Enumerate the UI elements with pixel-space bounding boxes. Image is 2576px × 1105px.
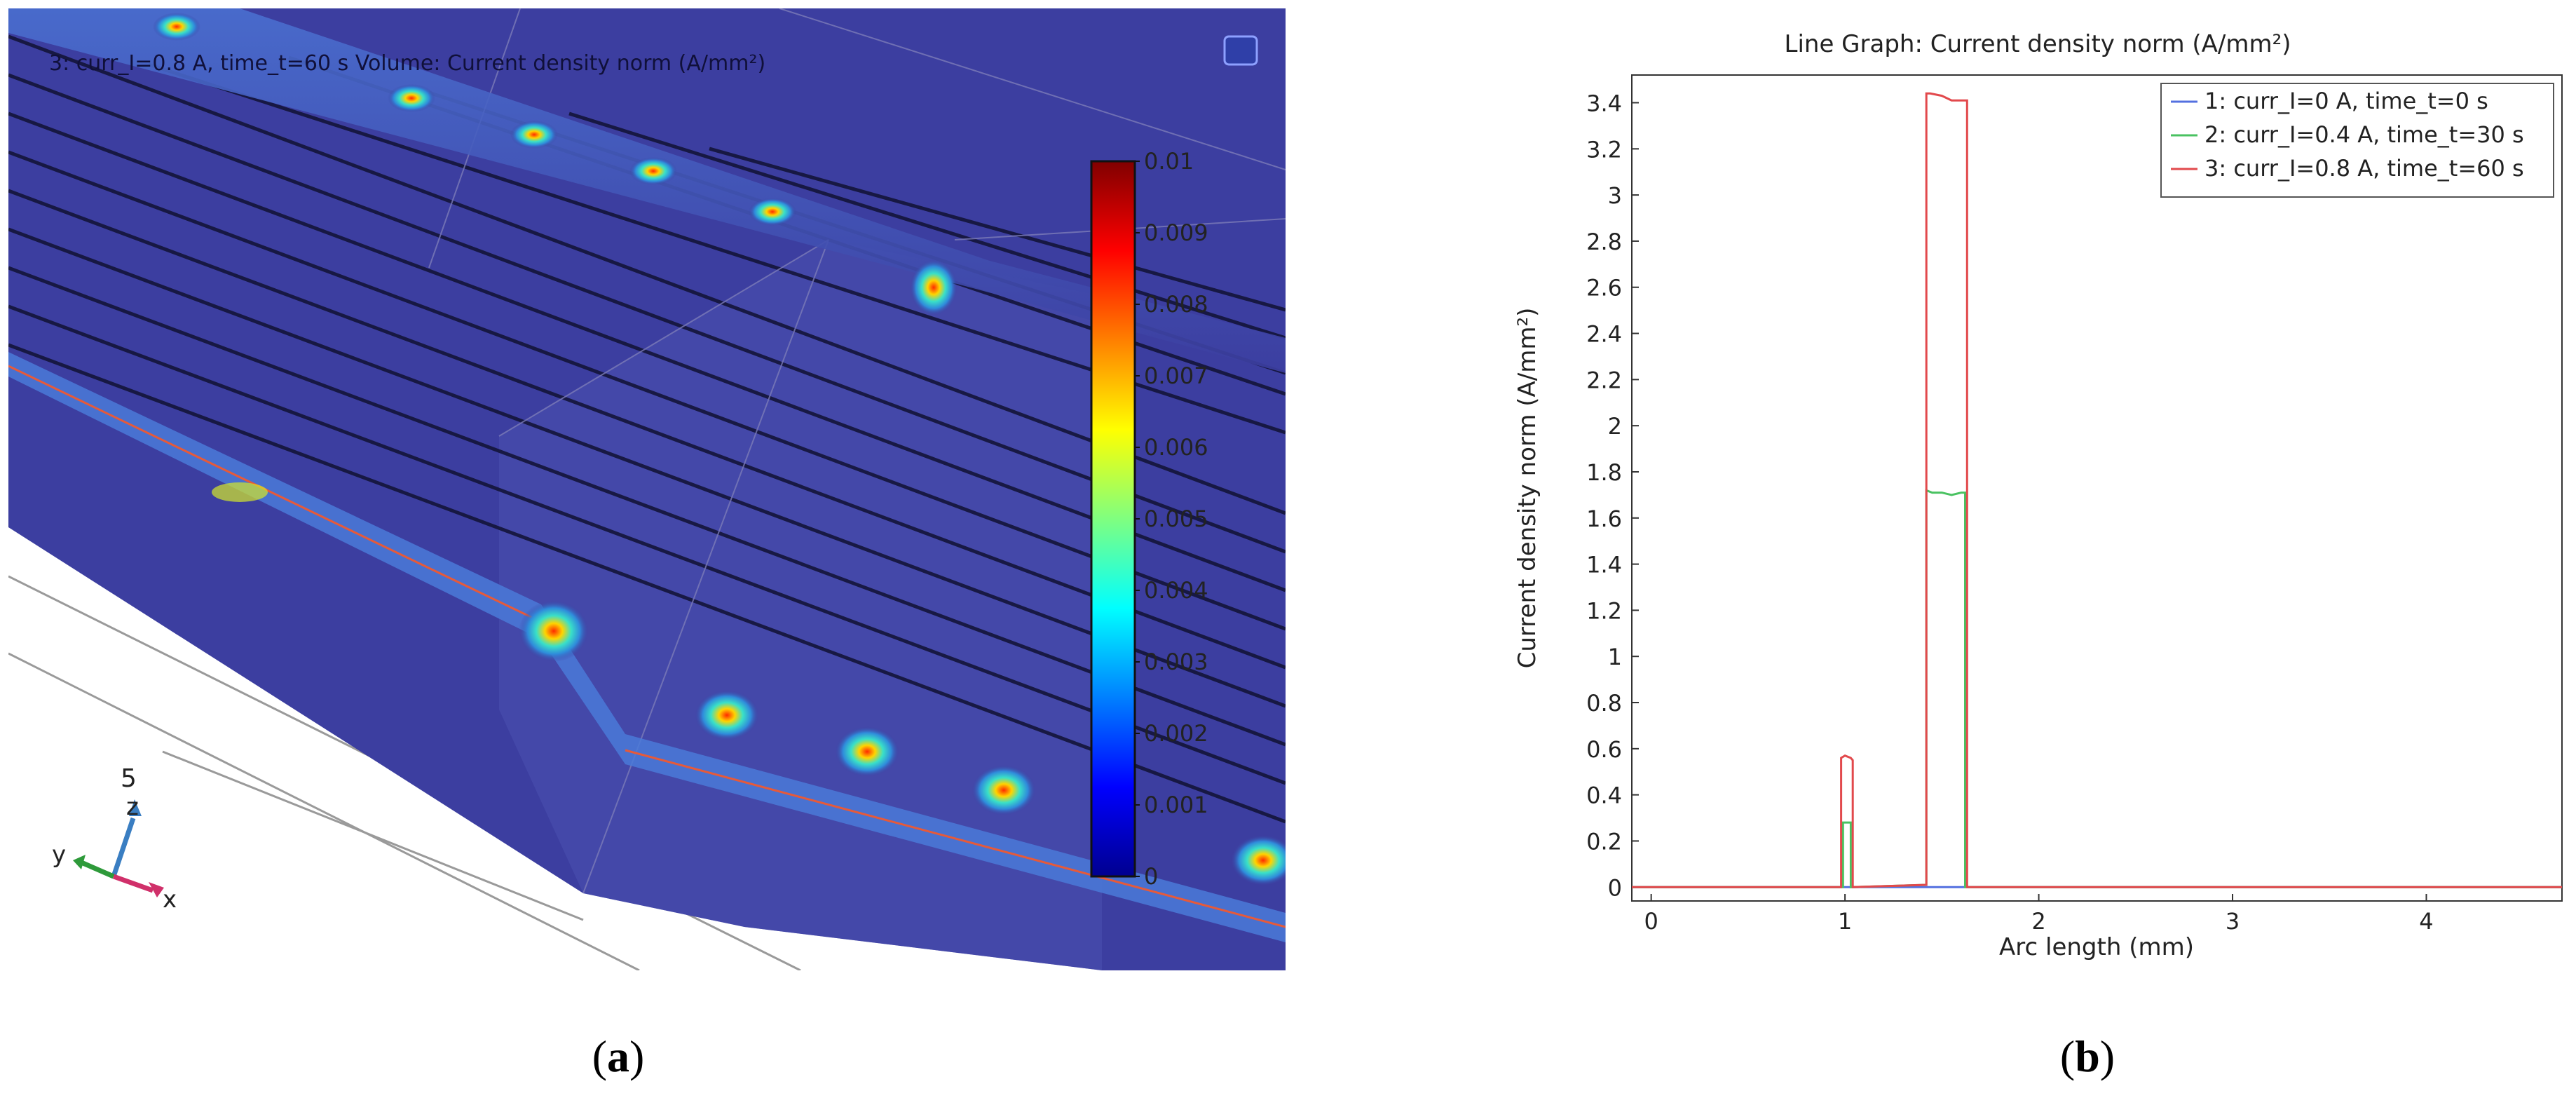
y-axis-label: Current density norm (A/mm²) — [1513, 308, 1541, 669]
x-tick-label: 4 — [2419, 908, 2433, 935]
caption-a: (a) — [592, 1031, 645, 1081]
legend-entry: 3: curr_I=0.8 A, time_t=60 s — [2204, 155, 2524, 182]
y-tick-label: 0 — [1608, 874, 1622, 901]
y-tick-label: 2.6 — [1586, 275, 1622, 301]
triad-x-label: x — [163, 886, 177, 914]
y-tick-label: 2.4 — [1586, 321, 1622, 348]
caption-b: (b) — [2059, 1031, 2115, 1081]
y-tick-label: 0.4 — [1586, 782, 1622, 809]
series-lines — [1632, 92, 2562, 888]
y-tick-label: 3 — [1608, 182, 1622, 209]
caption-a-letter: a — [607, 1031, 629, 1081]
legend: 1: curr_I=0 A, time_t=0 s 2: curr_I=0.4 A… — [2160, 83, 2554, 198]
y-tick-label: 2 — [1608, 413, 1622, 440]
bottom-strip — [8, 352, 1286, 942]
x-tick-label: 0 — [1644, 908, 1658, 935]
line-graph-chart: Line Graph: Current density norm (A/mm²)… — [1507, 8, 2569, 983]
bottom-strip-hotspots — [212, 482, 1286, 886]
y-tick-label: 1 — [1608, 644, 1622, 670]
y-tick-label: 0.2 — [1586, 828, 1622, 855]
colorbar-tick-label: 0.003 — [1144, 649, 1208, 675]
colorbar-tick-label: 0 — [1144, 863, 1158, 890]
x-tick-label: 1 — [1838, 908, 1852, 935]
series-line-3 — [1632, 92, 2562, 888]
simulation-3d-view: 3: curr_I=0.8 A, time_t=60 s Volume: Cur… — [8, 8, 1286, 970]
view-header-text: 3: curr_I=0.8 A, time_t=60 s Volume: Cur… — [49, 51, 765, 76]
y-tick-label: 1.8 — [1586, 459, 1622, 486]
y-tick-label: 0.6 — [1586, 736, 1622, 763]
x-axis-label: Arc length (mm) — [1999, 933, 2194, 961]
simulation-3d-canvas: 3: curr_I=0.8 A, time_t=60 s Volume: Cur… — [8, 8, 1286, 970]
axis-triad: 5 z y x — [52, 764, 177, 914]
x-tick-label: 3 — [2226, 908, 2240, 935]
caption-b-letter: b — [2075, 1031, 2100, 1081]
chart-title: Line Graph: Current density norm (A/mm²) — [1785, 30, 2291, 58]
triad-z-label: z — [126, 793, 139, 821]
y-tick-label: 2.8 — [1586, 229, 1622, 255]
top-strip-hotspots — [153, 13, 958, 316]
colorbar: 0.01 0.009 0.008 0.007 0.006 0.005 0.004 0.003 0… — [1090, 148, 1208, 890]
y-tick-label: 0.8 — [1586, 690, 1622, 717]
colorbar-tick-label: 0.002 — [1144, 720, 1208, 747]
colorbar-tick-label: 0.008 — [1144, 291, 1208, 318]
x-tick-label: 2 — [2031, 908, 2045, 935]
triad-y-label: y — [52, 841, 66, 869]
colorbar-tick-label: 0.004 — [1144, 577, 1208, 604]
colorbar-tick-label: 0.001 — [1144, 792, 1208, 818]
triad-scale-label: 5 — [121, 764, 137, 793]
colorbar-tick-label: 0.007 — [1144, 362, 1208, 389]
plot-area-frame — [1631, 74, 2563, 902]
legend-box — [2160, 83, 2554, 198]
colorbar-tick-label: 0.005 — [1144, 506, 1208, 532]
legend-entry: 2: curr_I=0.4 A, time_t=30 s — [2204, 121, 2524, 148]
series-line-2 — [1632, 489, 2562, 888]
colorbar-gradient — [1090, 160, 1136, 878]
y-tick-label: 1.6 — [1586, 506, 1622, 532]
view-toolbar-icon[interactable] — [1223, 35, 1258, 66]
line-graph-panel: Line Graph: Current density norm (A/mm²)… — [1507, 8, 2569, 983]
legend-entry: 1: curr_I=0 A, time_t=0 s — [2204, 88, 2488, 114]
y-tick-label: 2.2 — [1586, 367, 1622, 393]
y-tick-label: 1.4 — [1586, 552, 1622, 578]
colorbar-tick-label: 0.009 — [1144, 219, 1208, 246]
y-tick-label: 3.4 — [1586, 90, 1622, 116]
colorbar-tick-label: 0.01 — [1144, 148, 1194, 175]
y-tick-label: 3.2 — [1586, 136, 1622, 163]
y-tick-label: 1.2 — [1586, 597, 1622, 624]
colorbar-tick-label: 0.006 — [1144, 434, 1208, 461]
